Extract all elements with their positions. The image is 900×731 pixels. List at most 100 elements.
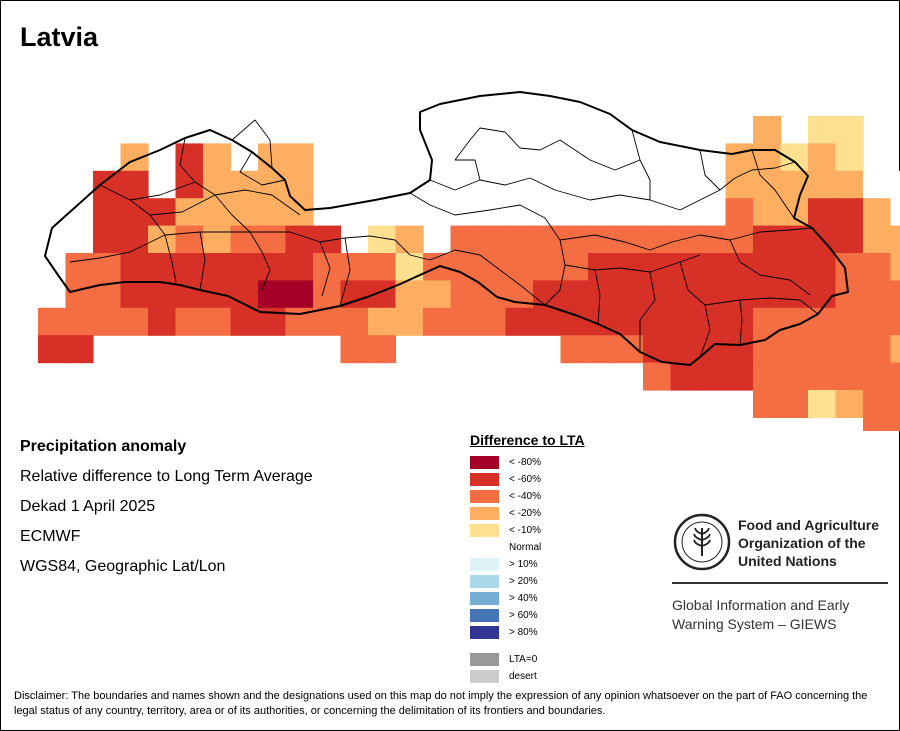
anomaly-cell — [808, 253, 837, 281]
fao-name-line3: United Nations — [738, 553, 837, 569]
anomaly-cell — [340, 335, 369, 364]
anomaly-cell — [615, 307, 644, 336]
anomaly-cell — [175, 225, 204, 254]
anomaly-cell — [753, 280, 782, 309]
anomaly-cell — [863, 170, 892, 199]
anomaly-cell — [120, 253, 149, 281]
anomaly-cell — [230, 307, 259, 336]
anomaly-cell — [890, 253, 900, 281]
anomaly-cell — [258, 198, 287, 227]
legend-swatch — [470, 575, 499, 588]
legend-row: > 20% — [470, 573, 585, 590]
anomaly-cell — [258, 225, 287, 254]
anomaly-grid — [38, 116, 900, 431]
anomaly-cell — [890, 225, 900, 254]
anomaly-cell — [863, 307, 892, 336]
anomaly-cell — [65, 253, 94, 281]
anomaly-cell — [120, 198, 149, 227]
anomaly-cell — [753, 253, 782, 281]
anomaly-cell — [808, 116, 837, 144]
anomaly-cell — [285, 143, 314, 172]
anomaly-cell — [890, 280, 900, 309]
legend-row: > 60% — [470, 607, 585, 624]
anomaly-cell — [780, 143, 809, 172]
anomaly-cell — [560, 335, 589, 364]
disclaimer: Disclaimer: The boundaries and names sho… — [14, 690, 868, 717]
anomaly-cell — [725, 198, 754, 227]
legend-swatch — [470, 490, 499, 503]
anomaly-cell — [890, 390, 900, 418]
giews-name: Global Information and Early Warning Sys… — [672, 596, 849, 634]
legend-label: < -60% — [509, 474, 541, 485]
anomaly-cell — [148, 280, 177, 309]
anomaly-cell — [120, 225, 149, 254]
anomaly-cell — [725, 280, 754, 309]
fao-name-line1: Food and Agriculture — [738, 517, 880, 533]
anomaly-cell — [780, 280, 809, 309]
legend-extra: LTA=0 desert — [470, 651, 585, 685]
anomaly-cell — [835, 198, 864, 227]
legend-swatch — [470, 626, 499, 639]
anomaly-cell — [698, 307, 727, 336]
anomaly-cell — [230, 198, 259, 227]
anomaly-cell — [753, 307, 782, 336]
anomaly-cell — [615, 335, 644, 364]
anomaly-cell — [505, 225, 534, 254]
map-projection: WGS84, Geographic Lat/Lon — [20, 558, 226, 575]
anomaly-cell — [203, 253, 232, 281]
anomaly-cell — [890, 307, 900, 336]
anomaly-cell — [863, 280, 892, 309]
anomaly-cell — [395, 307, 424, 336]
anomaly-cell — [93, 170, 122, 199]
anomaly-cell — [588, 280, 617, 309]
anomaly-cell — [65, 280, 94, 309]
anomaly-cell — [780, 253, 809, 281]
anomaly-cell — [450, 280, 479, 309]
anomaly-cell — [203, 225, 232, 254]
anomaly-cell — [615, 225, 644, 254]
anomaly-cell — [65, 307, 94, 336]
anomaly-cell — [753, 170, 782, 199]
anomaly-cell — [533, 253, 562, 281]
map-source: ECMWF — [20, 528, 81, 545]
legend-row: Normal — [470, 539, 585, 556]
anomaly-cell — [780, 390, 809, 418]
anomaly-cell — [258, 280, 287, 309]
legend-swatch — [470, 524, 499, 537]
anomaly-cell — [203, 198, 232, 227]
legend-items: < -80% < -60% < -40% < -20% < -10% Normal > 10… — [470, 454, 585, 641]
anomaly-cell — [285, 280, 314, 309]
legend-row: < -10% — [470, 522, 585, 539]
legend-label: > 60% — [509, 610, 538, 621]
anomaly-cell — [725, 170, 754, 199]
anomaly-cell — [588, 253, 617, 281]
legend-label: desert — [509, 671, 537, 682]
anomaly-cell — [450, 225, 479, 254]
anomaly-cell — [835, 116, 864, 144]
anomaly-cell — [835, 362, 864, 391]
anomaly-cell — [478, 307, 507, 336]
anomaly-cell — [478, 253, 507, 281]
legend-row: LTA=0 — [470, 651, 585, 668]
anomaly-cell — [505, 307, 534, 336]
anomaly-cell — [450, 307, 479, 336]
anomaly-cell — [93, 253, 122, 281]
anomaly-cell — [725, 362, 754, 391]
anomaly-cell — [725, 253, 754, 281]
anomaly-cell — [643, 253, 672, 281]
legend-label: > 20% — [509, 576, 538, 587]
anomaly-cell — [835, 253, 864, 281]
legend-swatch — [470, 670, 499, 683]
anomaly-cell — [835, 307, 864, 336]
legend-row: < -80% — [470, 454, 585, 471]
legend-label: < -80% — [509, 457, 541, 468]
anomaly-cell — [340, 307, 369, 336]
anomaly-cell — [533, 225, 562, 254]
anomaly-cell — [670, 225, 699, 254]
anomaly-cell — [698, 225, 727, 254]
country-boundary — [44, 91, 849, 366]
anomaly-cell — [148, 307, 177, 336]
anomaly-cell — [808, 335, 837, 364]
legend-title: Difference to LTA — [470, 432, 585, 448]
legend-row: < -40% — [470, 488, 585, 505]
